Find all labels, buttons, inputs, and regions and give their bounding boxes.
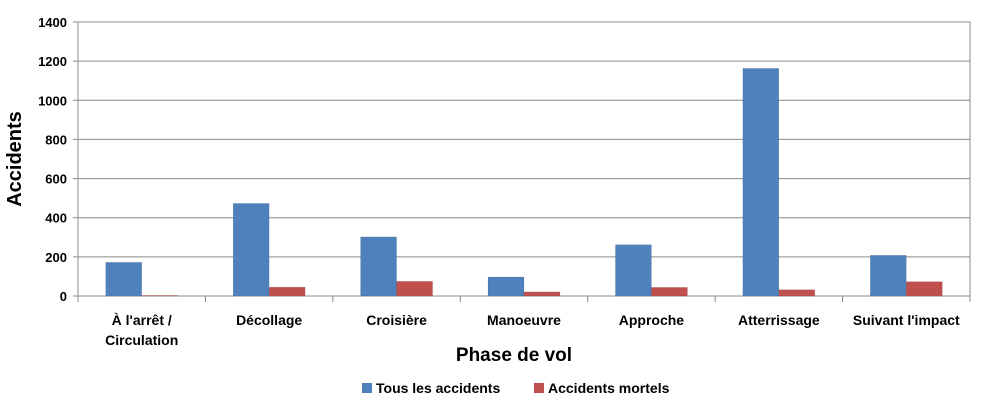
y-tick-label: 400: [45, 211, 67, 226]
gridlines: [78, 21, 970, 258]
y-axis: 0 200 400 600 800 1000 1200 1400: [38, 15, 78, 304]
x-tick-label: Manoeuvre: [487, 312, 561, 328]
y-tick-label: 1200: [38, 54, 67, 69]
y-axis-title: Accidents: [4, 111, 26, 207]
x-tick-label: À l'arrêt /: [112, 312, 172, 328]
x-tick-label: Circulation: [105, 332, 178, 348]
legend-label: Accidents mortels: [548, 380, 670, 396]
y-tick-label: 200: [45, 250, 67, 265]
x-tick-label: Croisière: [366, 312, 427, 328]
y-tick-label: 1400: [38, 15, 67, 30]
x-axis-title: Phase de vol: [456, 345, 572, 366]
bar: [141, 295, 178, 297]
plot-area-frame: [77, 21, 971, 297]
bar: [870, 255, 907, 297]
bar: [268, 286, 306, 297]
legend-label: Tous les accidents: [376, 380, 500, 396]
bar: [105, 262, 142, 297]
x-tick-label: Approche: [619, 312, 685, 328]
y-tick-label: 800: [45, 132, 67, 147]
legend-swatch: [362, 383, 372, 393]
bar: [523, 291, 561, 297]
x-tick-label: Atterrissage: [738, 312, 820, 328]
bars: [105, 68, 943, 297]
y-tick-label: 600: [45, 172, 67, 187]
y-tick-label: 1000: [38, 93, 67, 108]
bar: [232, 203, 270, 297]
bar: [906, 281, 943, 297]
legend-swatch: [534, 383, 544, 393]
x-tick-label: Décollage: [236, 312, 302, 328]
x-axis: À l'arrêt / Circulation Décollage Croisière…: [77, 296, 971, 348]
bar: [742, 68, 780, 297]
bar: [615, 244, 652, 297]
bar: [396, 281, 433, 297]
bar: [487, 276, 525, 297]
legend: Tous les accidents Accidents mortels: [362, 380, 670, 396]
x-tick-label: Suivant l'impact: [853, 312, 960, 328]
bar: [778, 289, 816, 297]
bar: [360, 236, 397, 297]
y-tick-label: 0: [60, 289, 67, 304]
bar: [651, 287, 688, 297]
